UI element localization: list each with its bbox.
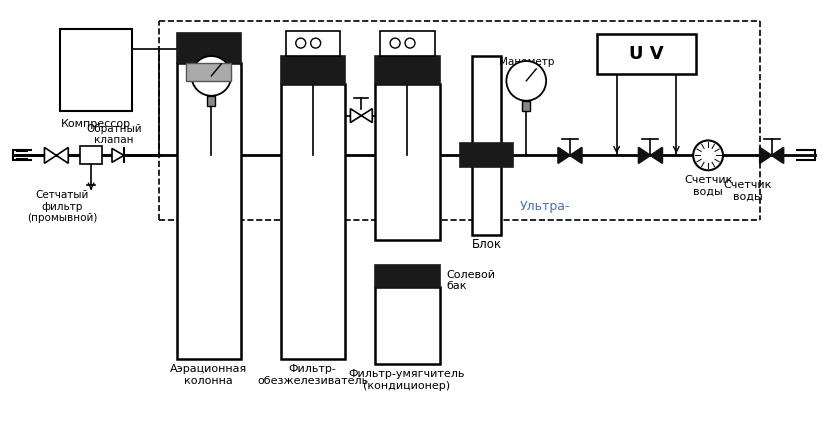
Polygon shape — [45, 147, 56, 163]
Circle shape — [506, 61, 546, 101]
Polygon shape — [771, 147, 782, 163]
Text: Манометр: Манометр — [184, 52, 239, 62]
Bar — [596, 34, 696, 74]
Polygon shape — [638, 147, 650, 163]
Text: Обратный
клапан: Обратный клапан — [86, 124, 141, 145]
Circle shape — [404, 38, 414, 48]
Circle shape — [191, 56, 231, 96]
Bar — [471, 56, 501, 235]
Bar — [280, 84, 345, 359]
Bar — [375, 84, 439, 240]
Circle shape — [295, 38, 305, 48]
Text: Фильтр-
обезжелезиватель: Фильтр- обезжелезиватель — [257, 364, 368, 385]
Polygon shape — [56, 147, 68, 163]
Bar — [375, 265, 439, 286]
Bar — [80, 147, 102, 164]
Polygon shape — [650, 147, 662, 163]
Polygon shape — [350, 109, 361, 122]
Bar — [459, 144, 513, 167]
Polygon shape — [361, 109, 372, 122]
Text: Счетчик
воды: Счетчик воды — [723, 180, 771, 202]
Text: Компрессор: Компрессор — [61, 119, 131, 129]
Polygon shape — [759, 147, 771, 163]
Text: Блок: Блок — [471, 238, 501, 251]
Text: Фильтр-умягчитель
(кондиционер): Фильтр-умягчитель (кондиционер) — [348, 369, 465, 391]
Text: Сетчатый
фильтр
(промывной): Сетчатый фильтр (промывной) — [27, 190, 98, 224]
Bar — [176, 33, 241, 63]
Circle shape — [692, 141, 722, 170]
Text: Аэрационная
колонна: Аэрационная колонна — [170, 364, 246, 385]
Polygon shape — [569, 147, 581, 163]
Text: Солевой
бак: Солевой бак — [447, 269, 495, 291]
Polygon shape — [557, 147, 569, 163]
Bar — [176, 63, 241, 359]
Bar — [207, 96, 215, 106]
Bar — [375, 286, 439, 364]
Circle shape — [390, 38, 399, 48]
Bar — [186, 63, 231, 81]
Text: Манометр: Манометр — [498, 57, 553, 67]
Bar — [375, 56, 439, 84]
Bar — [380, 31, 434, 56]
Text: U V: U V — [629, 45, 663, 63]
Bar — [285, 31, 340, 56]
Text: Ультра-: Ультра- — [519, 200, 569, 213]
Circle shape — [310, 38, 320, 48]
Bar — [60, 29, 131, 110]
Bar — [522, 101, 529, 110]
Bar — [280, 56, 345, 84]
Text: Счетчик
воды: Счетчик воды — [683, 175, 731, 197]
Polygon shape — [112, 148, 124, 162]
